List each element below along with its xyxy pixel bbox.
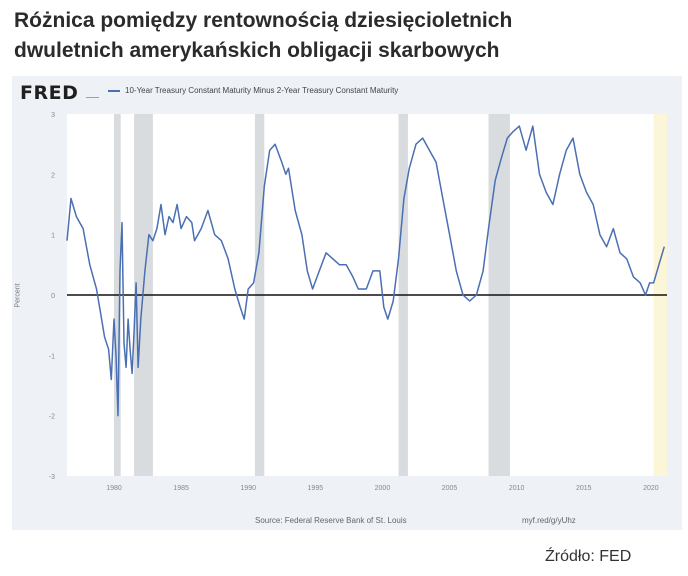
chart-source: Source: Federal Reserve Bank of St. Loui…	[255, 516, 407, 525]
y-tick-label: 0	[51, 293, 55, 300]
chart-url[interactable]: myf.red/g/yUhz	[522, 516, 576, 525]
x-tick-label: 2010	[509, 485, 525, 492]
x-tick-label: 1995	[308, 485, 324, 492]
legend-label: 10-Year Treasury Constant Maturity Minus…	[125, 86, 399, 95]
x-tick-label: 2015	[576, 485, 592, 492]
legend-swatch	[108, 89, 120, 92]
x-tick-label: 2005	[442, 485, 458, 492]
y-tick-label: -3	[49, 474, 55, 481]
fred-logo[interactable]: FRED	[20, 82, 79, 104]
chart-legend: 10-Year Treasury Constant Maturity Minus…	[108, 86, 398, 95]
page-title: Różnica pomiędzy rentownością dziesięcio…	[14, 6, 674, 66]
fred-logo-mark-icon	[86, 89, 99, 98]
x-tick-label: 1985	[173, 485, 189, 492]
title-line-1: Różnica pomiędzy rentownością dziesięcio…	[14, 9, 513, 32]
series-line	[66, 125, 666, 417]
line-chart: 3 2 1 0 -1 -2 -3 1980 1985 1990 1995 2000 2005 2010 20…	[49, 112, 667, 492]
x-tick-label: 1980	[106, 485, 122, 492]
chart-panel: FRED 10-Year Treasury Constant Maturity …	[12, 76, 682, 530]
y-tick-label: 2	[51, 172, 55, 179]
x-tick-label: 2020	[643, 485, 659, 492]
x-tick-label: 2000	[375, 485, 391, 492]
y-tick-label: -2	[49, 414, 55, 421]
title-line-2: dwuletnich amerykańskich obligacji skarb…	[14, 39, 500, 62]
source-note: Źródło: FED	[545, 548, 632, 565]
y-tick-label: -1	[49, 353, 55, 360]
x-tick-label: 1990	[240, 485, 256, 492]
y-tick-label: 1	[51, 233, 55, 240]
y-tick-label: 3	[51, 112, 55, 119]
